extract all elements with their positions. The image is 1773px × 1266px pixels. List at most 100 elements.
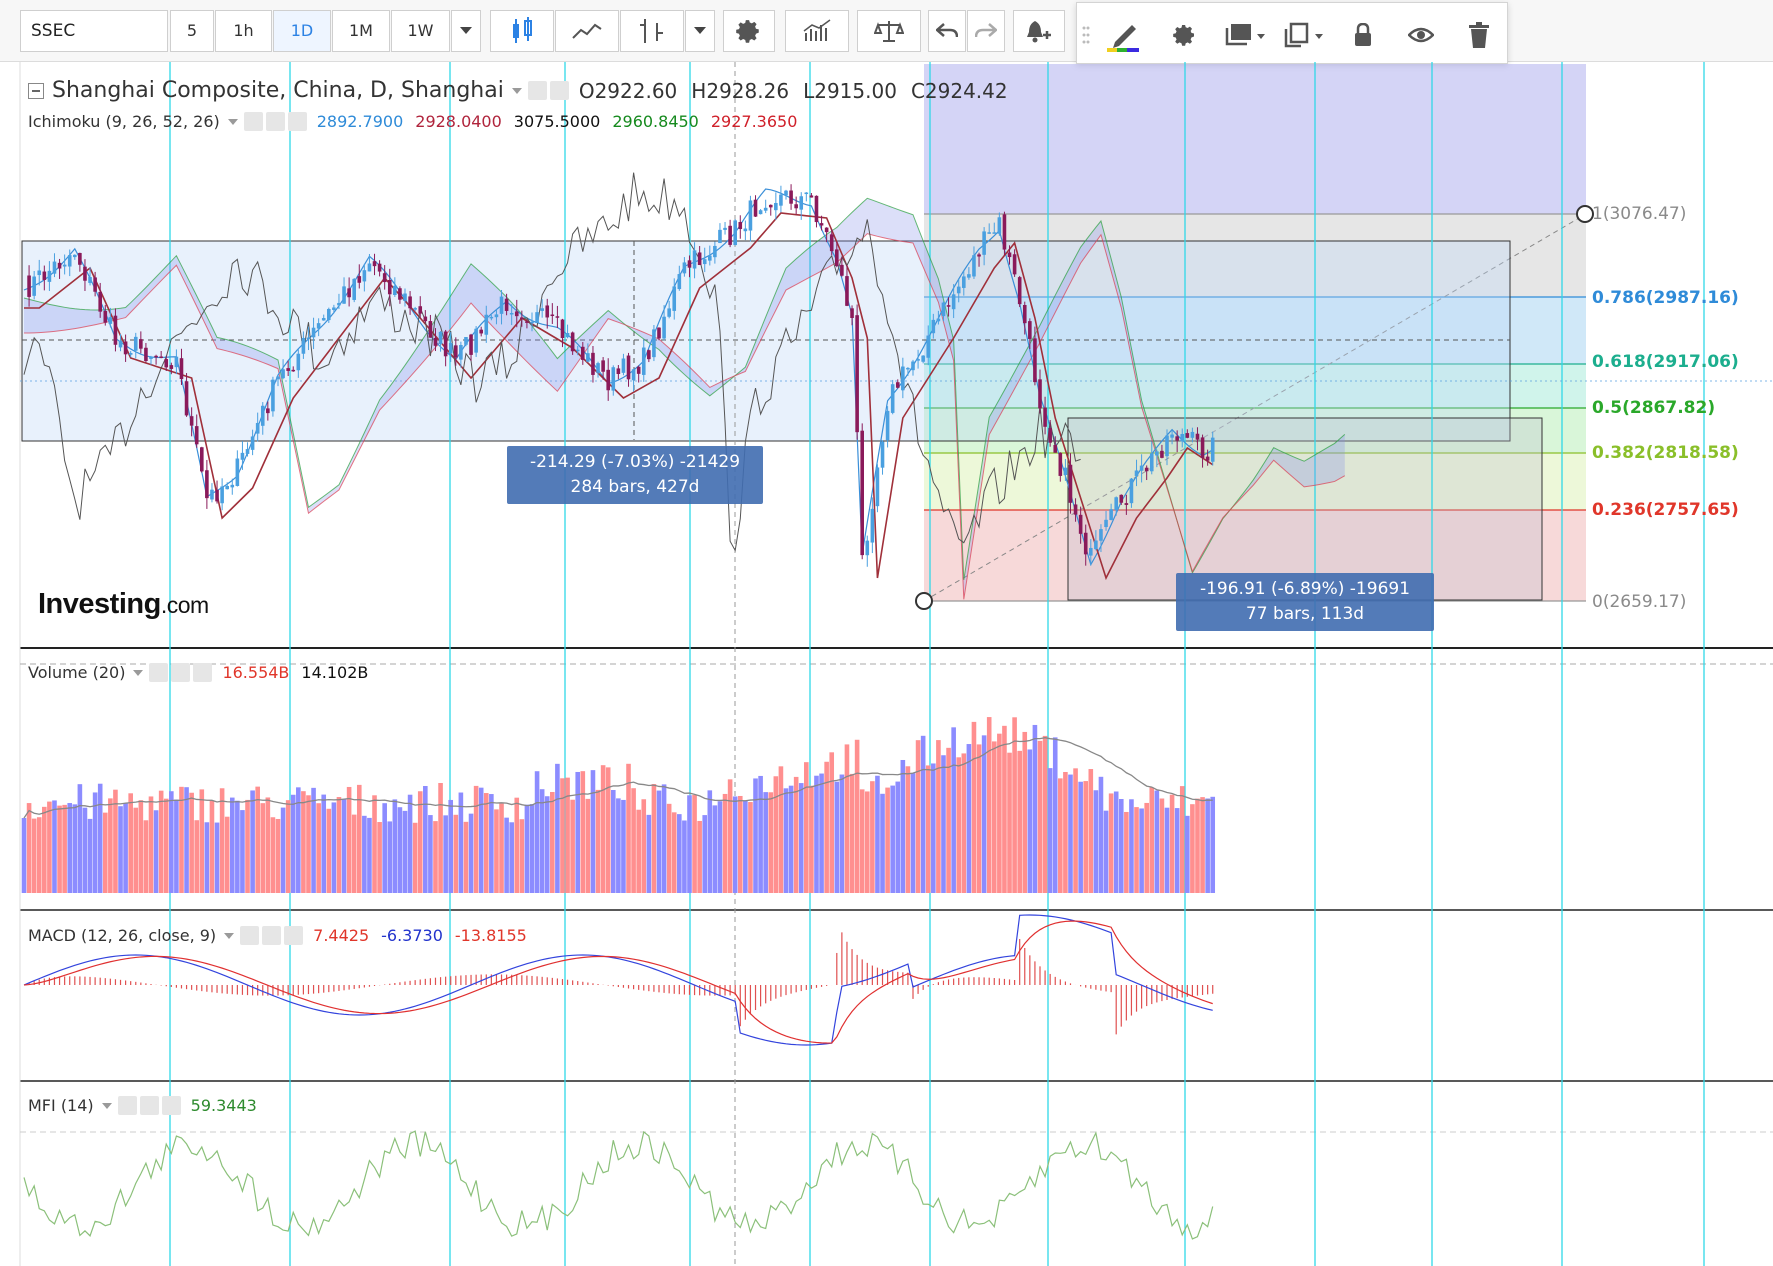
- candle-body: [1089, 547, 1093, 556]
- candle-body: [1002, 214, 1007, 250]
- close-icon[interactable]: [284, 926, 304, 945]
- candle-body: [489, 316, 494, 319]
- candle-body: [779, 194, 783, 206]
- undo-button[interactable]: [928, 10, 966, 52]
- volume-bar: [641, 799, 647, 893]
- volume-bar: [280, 807, 286, 893]
- candle-body: [464, 337, 468, 345]
- collapse-pane-icon[interactable]: [28, 82, 44, 99]
- volume-bar: [392, 799, 398, 893]
- drag-handle-icon[interactable]: [1079, 13, 1093, 57]
- candle-body: [829, 234, 834, 252]
- close-icon[interactable]: [161, 1096, 181, 1115]
- eye-icon[interactable]: [243, 112, 263, 131]
- volume-bar: [372, 795, 377, 893]
- gear-icon[interactable]: [262, 926, 282, 945]
- volume-bar: [356, 784, 362, 893]
- bars-button[interactable]: [620, 10, 684, 52]
- indicators-button[interactable]: [785, 10, 849, 52]
- volume-bar: [936, 740, 941, 893]
- candle-body: [403, 293, 407, 301]
- candle-body: [78, 252, 82, 265]
- volume-bar: [240, 810, 245, 893]
- candle-body: [540, 308, 544, 311]
- eye-icon[interactable]: [149, 663, 169, 682]
- volume-bar: [417, 791, 423, 893]
- interval-dropdown-button[interactable]: [451, 10, 481, 52]
- gear-icon[interactable]: [171, 663, 191, 682]
- volume-bar: [687, 795, 692, 893]
- candle-body: [169, 365, 174, 369]
- interval-1m-button[interactable]: 1M: [332, 10, 390, 52]
- chevron-down-icon[interactable]: [133, 669, 144, 676]
- candle-body: [448, 343, 453, 354]
- candle-body: [62, 264, 67, 267]
- candle-body: [748, 200, 753, 231]
- volume-bar: [219, 788, 225, 893]
- delete-button[interactable]: [1457, 13, 1501, 57]
- close-icon[interactable]: [193, 663, 213, 682]
- lock-button[interactable]: [1341, 13, 1385, 57]
- candle-body: [418, 306, 423, 314]
- interval-1h-button[interactable]: 1h: [215, 10, 272, 52]
- candle-body: [941, 302, 946, 317]
- fib-anchor-handle: [915, 592, 933, 610]
- volume-bar: [1113, 791, 1119, 893]
- candle-body: [57, 262, 62, 269]
- chevron-down-icon[interactable]: [227, 118, 238, 125]
- volume-bar: [346, 786, 352, 893]
- volume-bar: [458, 792, 464, 893]
- close-icon[interactable]: [287, 112, 307, 131]
- line-color-button[interactable]: [1101, 13, 1145, 57]
- volume-bar: [682, 820, 687, 893]
- measure-1-change: -214.29 (-7.03%) -21429: [529, 452, 741, 472]
- interval-5-button[interactable]: 5: [170, 10, 214, 52]
- symbol-input[interactable]: SSEC: [20, 10, 168, 52]
- chevron-down-icon[interactable]: [101, 1102, 112, 1109]
- interval-1d-button[interactable]: 1D: [273, 10, 331, 52]
- candle-body: [73, 254, 77, 258]
- eye-icon[interactable]: [527, 81, 547, 100]
- eye-icon[interactable]: [240, 926, 260, 945]
- volume-bar: [1205, 798, 1210, 893]
- volume-bar: [209, 800, 215, 893]
- volume-bar: [1017, 750, 1022, 893]
- gear-icon[interactable]: [139, 1096, 159, 1115]
- price-range-measure-1[interactable]: -214.29 (-7.03%) -21429 284 bars, 427d: [507, 446, 763, 504]
- eye-icon[interactable]: [117, 1096, 137, 1115]
- volume-bar: [890, 785, 895, 893]
- macd-signal-line: [23, 920, 1213, 1044]
- redo-button[interactable]: [967, 10, 1005, 52]
- candles-button[interactable]: [490, 10, 554, 52]
- clone-button[interactable]: [1279, 13, 1327, 57]
- settings-button[interactable]: [723, 10, 775, 52]
- line-chart-button[interactable]: [555, 10, 619, 52]
- volume-bar: [367, 817, 372, 893]
- low-label: L: [803, 78, 815, 103]
- visual-order-button[interactable]: [1221, 13, 1269, 57]
- drawing-settings-button[interactable]: [1163, 13, 1207, 57]
- volume-bar: [1159, 798, 1165, 893]
- candle-body: [474, 328, 478, 353]
- investing-logo: Investing.com: [38, 588, 209, 620]
- copy-icon: [1284, 22, 1323, 48]
- interval-1w-button[interactable]: 1W: [391, 10, 450, 52]
- volume-bar: [311, 787, 316, 893]
- volume-bar: [118, 806, 123, 893]
- visibility-button[interactable]: [1399, 13, 1443, 57]
- candle-body: [768, 204, 773, 208]
- add-alert-button[interactable]: [1013, 10, 1065, 52]
- volume-bar: [915, 740, 921, 893]
- volume-bar: [179, 786, 184, 893]
- gear-icon[interactable]: [265, 112, 285, 131]
- candle-body: [443, 331, 448, 357]
- price-range-measure-2[interactable]: -196.91 (-6.89%) -19691 77 bars, 113d: [1176, 573, 1434, 631]
- gear-icon[interactable]: [549, 81, 569, 100]
- chevron-down-icon[interactable]: [511, 87, 522, 94]
- chart-type-dropdown-button[interactable]: [685, 10, 715, 52]
- chevron-down-icon[interactable]: [224, 932, 235, 939]
- compare-button[interactable]: [857, 10, 921, 52]
- volume-bar: [67, 803, 73, 893]
- volume-bar: [956, 757, 962, 893]
